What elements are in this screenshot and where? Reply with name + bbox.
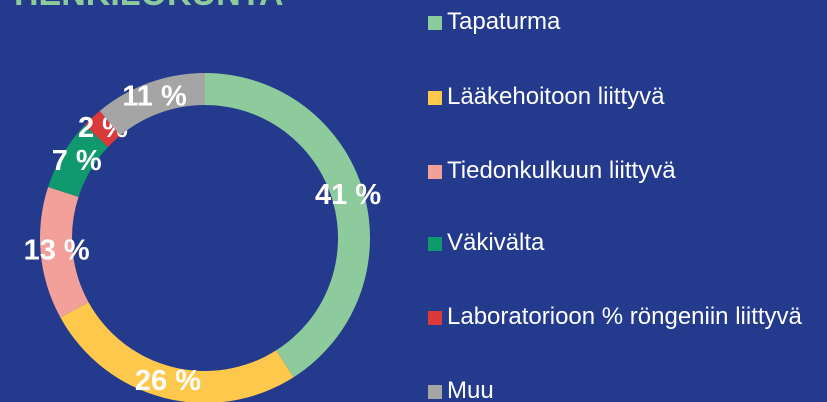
- chart-title: HENKILÖKUNTA: [14, 0, 283, 13]
- legend-swatch: [428, 237, 442, 251]
- legend-item: Muu: [428, 377, 823, 402]
- donut-segment: [84, 110, 121, 147]
- legend-label: Lääkehoitoon liittyvä: [447, 83, 665, 110]
- legend-swatch: [428, 91, 442, 105]
- legend-swatch: [428, 16, 442, 30]
- data-label: 7 %: [52, 145, 102, 177]
- data-label: 13 %: [24, 235, 90, 267]
- donut-segment: [99, 73, 205, 136]
- legend-label: Muu: [447, 377, 494, 402]
- legend-label: Väkivälta: [447, 229, 545, 256]
- data-label: 26 %: [135, 365, 201, 397]
- legend-label: Tapaturma: [447, 8, 561, 35]
- legend-item: Tapaturma: [428, 8, 823, 36]
- donut-segment: [40, 187, 89, 318]
- legend-item: Lääkehoitoon liittyvä: [428, 83, 823, 111]
- data-label: 11 %: [122, 80, 187, 112]
- donut-segment: [48, 125, 109, 197]
- donut-segment: [205, 73, 370, 378]
- legend-swatch: [428, 165, 442, 179]
- legend-swatch: [428, 385, 442, 399]
- legend-swatch: [428, 311, 442, 325]
- legend-label: Tiedonkulkuun liittyvä: [447, 157, 676, 184]
- legend-label: Laboratorioon % röngeniin liittyvä: [447, 303, 802, 330]
- legend-item: Tiedonkulkuun liittyvä: [428, 157, 823, 185]
- data-label: 41 %: [315, 179, 381, 211]
- legend-item: Väkivälta: [428, 229, 823, 257]
- donut-segment: [60, 302, 294, 402]
- legend-item: Laboratorioon % röngeniin liittyvä: [428, 303, 823, 331]
